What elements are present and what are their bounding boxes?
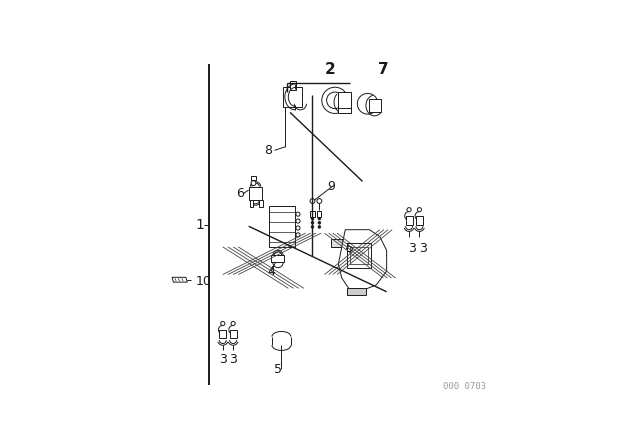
Circle shape xyxy=(318,221,321,224)
Bar xyxy=(338,108,351,113)
Text: 7: 7 xyxy=(378,62,388,77)
Circle shape xyxy=(296,233,300,237)
Circle shape xyxy=(231,322,236,326)
Text: 3: 3 xyxy=(219,353,227,366)
Bar xyxy=(369,99,381,112)
Text: 2: 2 xyxy=(324,62,335,77)
Circle shape xyxy=(407,207,411,212)
Bar xyxy=(354,239,367,247)
Polygon shape xyxy=(339,230,387,292)
Circle shape xyxy=(221,322,225,326)
Text: 000 0703: 000 0703 xyxy=(443,382,486,391)
Circle shape xyxy=(296,212,300,216)
Circle shape xyxy=(326,92,343,108)
Text: 1: 1 xyxy=(195,218,204,232)
Bar xyxy=(269,206,295,247)
Bar xyxy=(230,330,237,338)
Bar xyxy=(347,288,366,295)
Polygon shape xyxy=(172,277,188,282)
Bar xyxy=(351,247,367,264)
Circle shape xyxy=(311,221,314,224)
Circle shape xyxy=(417,207,422,212)
Circle shape xyxy=(311,217,314,220)
Circle shape xyxy=(310,198,315,203)
Bar xyxy=(283,86,302,107)
Bar xyxy=(310,211,314,217)
Bar xyxy=(332,239,351,247)
Text: 10: 10 xyxy=(195,275,211,288)
Text: 3: 3 xyxy=(419,242,427,255)
Circle shape xyxy=(317,198,322,203)
Circle shape xyxy=(311,225,314,228)
Bar xyxy=(347,244,371,267)
Circle shape xyxy=(318,225,321,228)
Bar xyxy=(338,92,351,110)
Bar xyxy=(416,216,423,224)
Bar xyxy=(249,186,262,200)
Bar xyxy=(252,176,255,180)
Bar xyxy=(220,330,226,338)
Text: 5: 5 xyxy=(274,363,282,376)
Bar xyxy=(406,216,413,224)
Circle shape xyxy=(322,87,348,113)
Circle shape xyxy=(296,219,300,223)
Text: 5: 5 xyxy=(346,242,355,255)
Text: 6: 6 xyxy=(236,187,244,200)
Bar xyxy=(271,255,284,263)
Circle shape xyxy=(251,181,256,185)
Circle shape xyxy=(296,226,300,230)
Bar xyxy=(317,211,321,217)
Circle shape xyxy=(318,217,321,220)
Bar xyxy=(250,200,253,207)
Text: 3: 3 xyxy=(408,242,417,255)
Text: 4: 4 xyxy=(267,265,275,278)
Text: 8: 8 xyxy=(264,144,271,157)
Circle shape xyxy=(357,94,378,114)
Text: 9: 9 xyxy=(328,180,335,193)
Bar xyxy=(259,200,263,207)
Bar xyxy=(290,82,296,90)
Text: 3: 3 xyxy=(229,353,237,366)
